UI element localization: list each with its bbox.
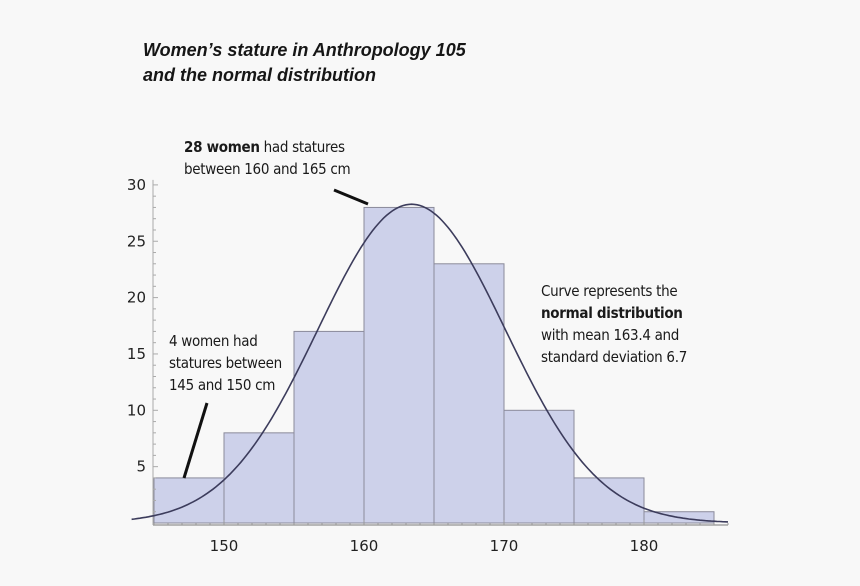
histogram-bar: [433, 263, 505, 524]
chart-title: Women’s stature in Anthropology 105 and …: [143, 38, 466, 88]
leader-line: [182, 402, 209, 479]
x-tick-label: 160: [350, 537, 379, 555]
y-tick-label: 30: [127, 176, 146, 194]
leader-line: [333, 188, 369, 206]
histogram-bar: [503, 409, 575, 524]
x-tick-label: 150: [210, 537, 239, 555]
histogram-bar: [363, 206, 435, 524]
normal-curve: [131, 203, 729, 523]
y-tick-label: 10: [127, 401, 146, 419]
annotation-peak: 28 women had statures between 160 and 16…: [184, 138, 351, 178]
title-line: and the normal distribution: [143, 65, 376, 85]
title-line: Women’s stature in Anthropology 105: [143, 40, 466, 60]
x-tick-label: 170: [490, 537, 519, 555]
y-tick-label: 5: [136, 458, 146, 476]
annotation-low: 4 women had statures between 145 and 150…: [169, 332, 282, 394]
histogram-bar: [293, 330, 365, 524]
y-tick-label: 20: [127, 289, 146, 307]
histogram-bar: [153, 477, 225, 524]
y-tick-label: 25: [127, 232, 146, 250]
y-tick-label: 15: [127, 345, 146, 363]
histogram-bar: [573, 477, 645, 524]
histogram-bar: [223, 432, 295, 524]
x-tick-label: 180: [630, 537, 659, 555]
annotation-curve: Curve represents the normal distribution…: [541, 282, 687, 366]
